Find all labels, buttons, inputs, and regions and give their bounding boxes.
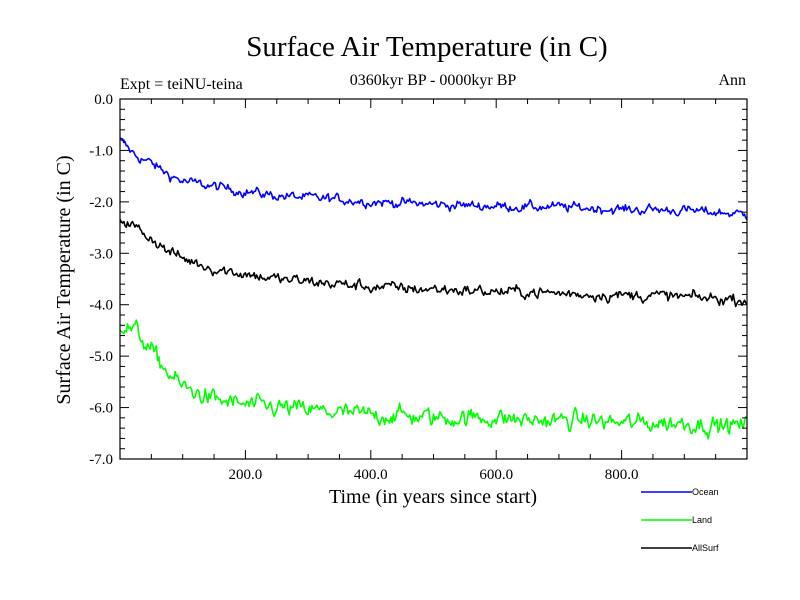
y-tick-label: 0.0 [94, 92, 113, 108]
legend-label: AllSurf [692, 543, 719, 553]
legend-label: Ocean [692, 487, 719, 497]
legend-item-allsurf: AllSurf [641, 543, 719, 553]
y-tick-label: -2.0 [89, 195, 113, 211]
legend-item-land: Land [641, 515, 712, 525]
experiment-label: Expt = teiNU-teina [120, 76, 243, 93]
x-tick-label: 600.0 [479, 467, 513, 483]
y-tick-label: -4.0 [89, 298, 113, 314]
legend-label: Land [692, 515, 712, 525]
period-label: Ann [718, 72, 746, 89]
series-line-allsurf [119, 219, 748, 308]
x-tick-label: 800.0 [605, 467, 639, 483]
axes-layer: 0.0 -1.0 -2.0 -3.0 -4.0 -5.0 -6.0 -7.0 200.0 400.… [89, 92, 748, 483]
legend: Ocean Land AllSurf [641, 487, 719, 553]
y-tick-label: -1.0 [89, 143, 113, 159]
series-line-ocean [119, 137, 748, 221]
series-layer [119, 137, 748, 440]
chart-subtitle: 0360kyr BP - 0000kyr BP [350, 72, 517, 89]
y-tick-label: -3.0 [89, 246, 113, 262]
x-tick-label: 400.0 [354, 467, 388, 483]
y-axis-label: Surface Air Temperature (in C) [53, 155, 75, 404]
plot-frame [119, 98, 748, 460]
y-tick-label: -7.0 [89, 452, 113, 468]
chart-title: Surface Air Temperature (in C) [246, 31, 607, 63]
y-tick-label: -6.0 [89, 401, 113, 417]
x-tick-label: 200.0 [229, 467, 263, 483]
y-tick-label: -5.0 [89, 349, 113, 365]
legend-item-ocean: Ocean [641, 487, 719, 497]
x-axis-label: Time (in years since start) [329, 486, 537, 508]
series-line-land [119, 319, 748, 440]
